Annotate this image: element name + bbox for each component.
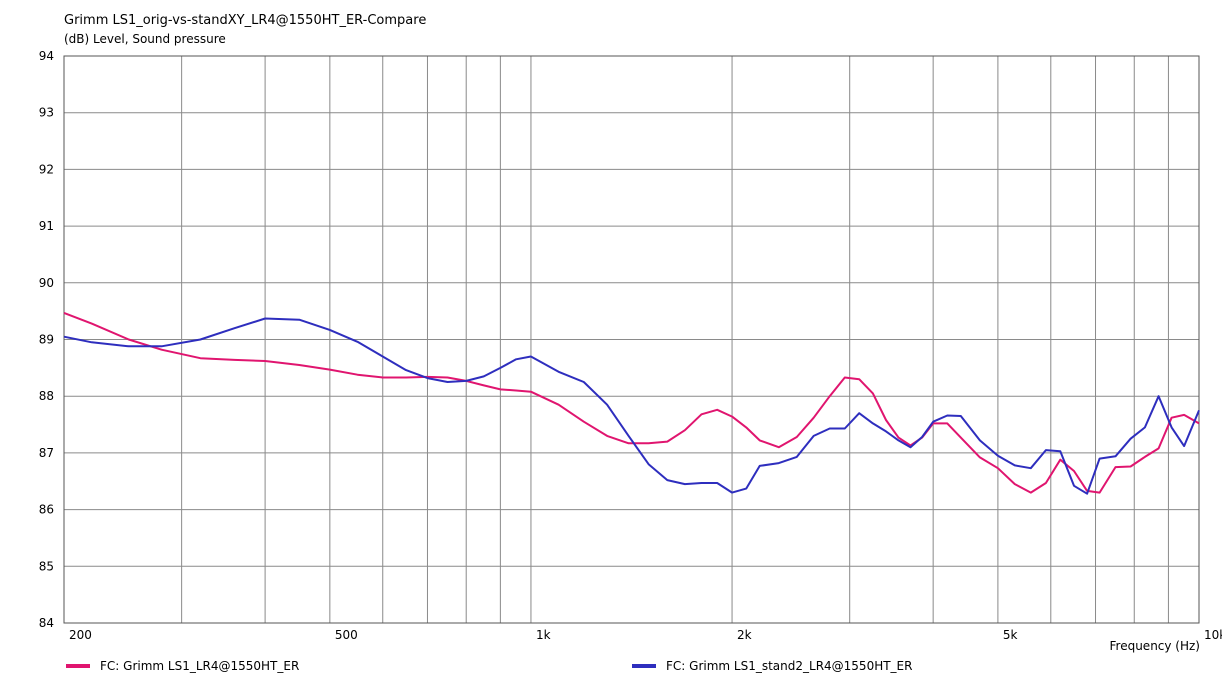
y-tick-label: 92 xyxy=(39,162,54,176)
y-tick-label: 88 xyxy=(39,389,54,403)
x-tick-label: 500 xyxy=(335,628,358,642)
x-tick-label: 200 xyxy=(69,628,92,642)
series-line-0 xyxy=(63,311,1200,494)
y-tick-label: 91 xyxy=(39,219,54,233)
legend-label-original: FC: Grimm LS1_LR4@1550HT_ER xyxy=(100,659,300,673)
legend-swatch-stand2 xyxy=(632,664,656,668)
y-tick-label: 89 xyxy=(39,333,54,347)
plot-frame xyxy=(63,55,1200,624)
chart-title: Grimm LS1_orig-vs-standXY_LR4@1550HT_ER-… xyxy=(64,13,427,28)
y-tick-label: 86 xyxy=(39,503,54,517)
y-axis-label: (dB) Level, Sound pressure xyxy=(64,32,226,46)
legend-swatch-original xyxy=(66,664,90,668)
legend-item-original: FC: Grimm LS1_LR4@1550HT_ER xyxy=(66,658,299,674)
legend-item-stand2: FC: Grimm LS1_stand2_LR4@1550HT_ER xyxy=(632,658,912,674)
y-tick-label: 84 xyxy=(39,616,54,630)
x-tick-label: 1k xyxy=(536,628,551,642)
y-tick-label: 90 xyxy=(39,276,54,290)
legend-label-stand2: FC: Grimm LS1_stand2_LR4@1550HT_ER xyxy=(666,659,913,673)
y-tick-label: 94 xyxy=(39,49,54,63)
y-tick-label: 93 xyxy=(39,106,54,120)
series-line-1 xyxy=(63,317,1200,495)
x-tick-label: 10k xyxy=(1204,628,1222,642)
x-tick-label: 2k xyxy=(737,628,752,642)
y-tick-label: 87 xyxy=(39,446,54,460)
x-tick-label: 5k xyxy=(1003,628,1018,642)
y-tick-label: 85 xyxy=(39,559,54,573)
x-axis-label: Frequency (Hz) xyxy=(1109,639,1201,653)
